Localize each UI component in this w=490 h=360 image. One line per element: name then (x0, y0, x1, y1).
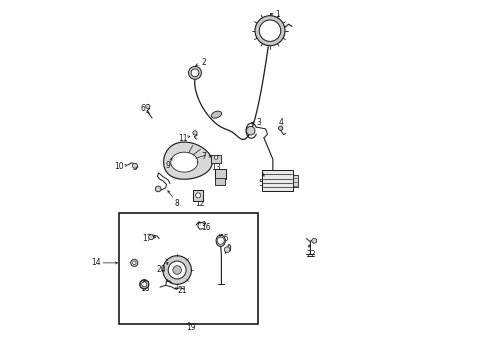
Text: 16: 16 (201, 222, 211, 231)
Circle shape (246, 126, 255, 135)
Text: 15: 15 (219, 234, 228, 243)
Text: 8: 8 (175, 199, 179, 208)
Text: 13: 13 (212, 163, 221, 172)
Text: 20: 20 (156, 265, 166, 274)
Circle shape (146, 104, 150, 109)
Text: 7: 7 (201, 152, 206, 161)
Circle shape (193, 131, 197, 135)
Circle shape (279, 126, 283, 130)
Circle shape (148, 235, 153, 240)
Circle shape (217, 237, 224, 244)
Text: 14: 14 (91, 258, 100, 267)
Text: 4: 4 (278, 118, 283, 127)
Bar (211, 155, 221, 163)
Circle shape (189, 66, 201, 79)
Text: 17: 17 (142, 234, 151, 243)
Ellipse shape (211, 111, 221, 118)
Text: 11: 11 (178, 134, 187, 143)
Circle shape (131, 259, 138, 266)
Bar (215, 178, 225, 185)
Circle shape (255, 16, 285, 46)
Polygon shape (171, 152, 198, 172)
Bar (193, 190, 203, 201)
Text: 3: 3 (257, 118, 262, 127)
Polygon shape (164, 142, 212, 179)
Circle shape (132, 261, 136, 265)
Bar (262, 170, 293, 191)
Text: 10: 10 (115, 162, 124, 171)
Bar (215, 169, 226, 179)
Circle shape (142, 282, 147, 287)
Text: 5: 5 (259, 179, 264, 188)
Bar (119, 213, 258, 324)
Circle shape (132, 163, 138, 168)
Text: 9: 9 (166, 161, 171, 170)
Circle shape (224, 247, 230, 252)
Circle shape (196, 193, 201, 198)
Ellipse shape (216, 235, 225, 247)
Circle shape (312, 238, 317, 243)
Circle shape (191, 69, 199, 77)
Circle shape (259, 20, 281, 41)
Bar (293, 175, 298, 187)
Text: 6: 6 (141, 104, 146, 113)
Text: 19: 19 (186, 323, 196, 332)
Circle shape (168, 261, 186, 279)
Text: 21: 21 (178, 285, 187, 294)
Text: 12: 12 (196, 199, 205, 208)
Text: 18: 18 (140, 284, 150, 293)
Text: 2: 2 (201, 58, 206, 67)
Text: 22: 22 (306, 250, 316, 259)
Circle shape (163, 256, 192, 284)
Circle shape (155, 186, 161, 192)
Text: 1: 1 (275, 10, 279, 19)
Circle shape (140, 280, 149, 289)
Circle shape (214, 156, 218, 159)
Circle shape (173, 266, 181, 274)
